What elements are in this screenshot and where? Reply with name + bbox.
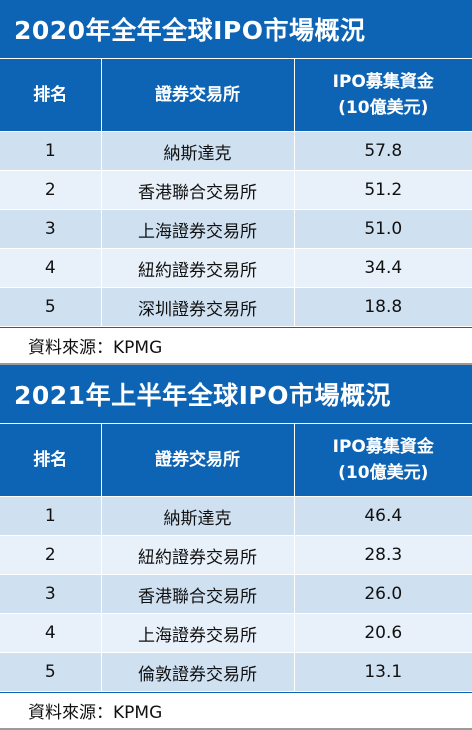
- rank-cell: 1: [0, 497, 101, 536]
- header-amount: IPO募集資金 (10億美元): [294, 59, 472, 132]
- amount-cell: 18.8: [294, 288, 472, 327]
- table-row: 2 紐約證券交易所 28.3: [0, 536, 472, 575]
- table-header-row: 排名 證券交易所 IPO募集資金 (10億美元): [0, 424, 472, 497]
- header-rank: 排名: [0, 424, 101, 497]
- amount-cell: 34.4: [294, 249, 472, 288]
- exchange-cell: 紐約證券交易所: [101, 536, 294, 575]
- table-title-2021h1: 2021年上半年全球IPO市場概況: [0, 365, 472, 424]
- table-row: 4 紐約證券交易所 34.4: [0, 249, 472, 288]
- amount-cell: 57.8: [294, 132, 472, 171]
- header-exchange: 證券交易所: [101, 59, 294, 132]
- table-header-row: 排名 證券交易所 IPO募集資金 (10億美元): [0, 59, 472, 132]
- source-note-2020: 資料來源：KPMG: [0, 327, 472, 365]
- exchange-cell: 納斯達克: [101, 132, 294, 171]
- amount-cell: 28.3: [294, 536, 472, 575]
- ipo-2020-section: 2020年全年全球IPO市場概況 排名 證券交易所 IPO募集資金 (10億美元…: [0, 0, 472, 365]
- exchange-cell: 深圳證券交易所: [101, 288, 294, 327]
- rank-cell: 3: [0, 575, 101, 614]
- exchange-cell: 紐約證券交易所: [101, 249, 294, 288]
- amount-cell: 26.0: [294, 575, 472, 614]
- rank-cell: 5: [0, 653, 101, 692]
- amount-cell: 13.1: [294, 653, 472, 692]
- header-exchange: 證券交易所: [101, 424, 294, 497]
- exchange-cell: 上海證券交易所: [101, 210, 294, 249]
- header-amount-line1: IPO募集資金: [295, 434, 472, 460]
- table-title-2020: 2020年全年全球IPO市場概況: [0, 0, 472, 59]
- table-row: 3 上海證券交易所 51.0: [0, 210, 472, 249]
- exchange-cell: 上海證券交易所: [101, 614, 294, 653]
- rank-cell: 2: [0, 171, 101, 210]
- ipo-2021h1-section: 2021年上半年全球IPO市場概況 排名 證券交易所 IPO募集資金 (10億美…: [0, 365, 472, 730]
- rank-cell: 5: [0, 288, 101, 327]
- header-rank: 排名: [0, 59, 101, 132]
- header-amount-line1: IPO募集資金: [295, 69, 472, 95]
- amount-cell: 46.4: [294, 497, 472, 536]
- amount-cell: 20.6: [294, 614, 472, 653]
- exchange-cell: 香港聯合交易所: [101, 575, 294, 614]
- header-amount: IPO募集資金 (10億美元): [294, 424, 472, 497]
- table-row: 5 倫敦證券交易所 13.1: [0, 653, 472, 692]
- source-note-2021h1: 資料來源：KPMG: [0, 692, 472, 730]
- table-row: 5 深圳證券交易所 18.8: [0, 288, 472, 327]
- exchange-cell: 香港聯合交易所: [101, 171, 294, 210]
- rank-cell: 3: [0, 210, 101, 249]
- table-row: 4 上海證券交易所 20.6: [0, 614, 472, 653]
- table-row: 1 納斯達克 57.8: [0, 132, 472, 171]
- header-amount-line2: (10億美元): [295, 95, 472, 121]
- exchange-cell: 納斯達克: [101, 497, 294, 536]
- amount-cell: 51.2: [294, 171, 472, 210]
- table-row: 1 納斯達克 46.4: [0, 497, 472, 536]
- rank-cell: 4: [0, 249, 101, 288]
- rank-cell: 4: [0, 614, 101, 653]
- header-amount-line2: (10億美元): [295, 460, 472, 486]
- ipo-table-2021h1: 排名 證券交易所 IPO募集資金 (10億美元) 1 納斯達克 46.4 2 紐…: [0, 424, 472, 692]
- table-row: 2 香港聯合交易所 51.2: [0, 171, 472, 210]
- exchange-cell: 倫敦證券交易所: [101, 653, 294, 692]
- rank-cell: 2: [0, 536, 101, 575]
- rank-cell: 1: [0, 132, 101, 171]
- table-row: 3 香港聯合交易所 26.0: [0, 575, 472, 614]
- amount-cell: 51.0: [294, 210, 472, 249]
- ipo-table-2020: 排名 證券交易所 IPO募集資金 (10億美元) 1 納斯達克 57.8 2 香…: [0, 59, 472, 327]
